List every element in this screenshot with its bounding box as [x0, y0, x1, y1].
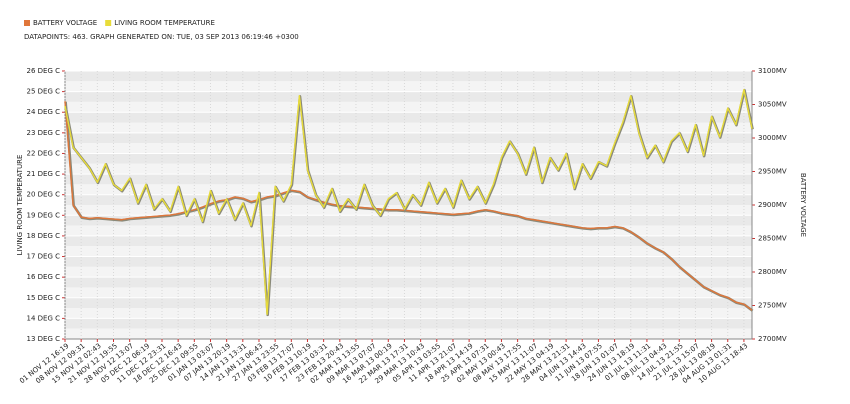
y2-tick-label: 2900MV: [758, 201, 787, 209]
plot-stripe: [65, 235, 752, 247]
y-axis-label: LIVING ROOM TEMPERATURE: [16, 155, 24, 256]
plot-stripe: [65, 266, 752, 278]
plot-stripe: [65, 184, 752, 195]
y2-tick-label: 3000MV: [758, 134, 787, 142]
y2-tick-label: 2950MV: [758, 168, 787, 176]
plot-stripe: [65, 277, 752, 288]
subtitle: DATAPOINTS: 463. GRAPH GENERATED ON: TUE…: [24, 33, 299, 41]
plot-stripe: [65, 132, 752, 144]
plot-stripe: [65, 246, 752, 257]
y-tick-label: 24 DEG C: [27, 108, 61, 116]
y-tick-label: 21 DEG C: [27, 170, 61, 178]
plot-stripe: [65, 308, 752, 319]
plot-stripe: [65, 122, 752, 133]
y-tick-label: 22 DEG C: [27, 149, 61, 157]
plot-stripe: [65, 163, 752, 175]
plot-stripe: [65, 318, 752, 329]
y2-axis-label: BATTERY VOLTAGE: [799, 173, 807, 237]
y2-tick-label: 2700MV: [758, 335, 787, 343]
plot-stripe: [65, 287, 752, 298]
y-tick-label: 16 DEG C: [27, 273, 61, 281]
plot-stripe: [65, 328, 752, 339]
plot-stripe: [65, 91, 752, 102]
legend-label: BATTERY VOLTAGE: [33, 19, 97, 27]
y-tick-label: 13 DEG C: [27, 335, 61, 343]
y-tick-label: 19 DEG C: [27, 211, 61, 219]
y2-tick-label: 2800MV: [758, 268, 787, 276]
plot-stripe: [65, 297, 752, 309]
y-tick-label: 18 DEG C: [27, 232, 61, 240]
legend-swatch: [24, 20, 30, 26]
plot-stripe: [65, 71, 752, 82]
plot-stripe: [65, 174, 752, 185]
y-tick-label: 15 DEG C: [27, 294, 61, 302]
plot-stripe: [65, 215, 752, 226]
legend-swatch: [105, 20, 112, 26]
y-tick-label: 20 DEG C: [27, 191, 61, 199]
plot-stripe: [65, 143, 752, 154]
y2-tick-label: 3050MV: [758, 101, 787, 109]
plot-stripe: [65, 225, 752, 236]
plot-stripe: [65, 194, 752, 205]
y-tick-label: 23 DEG C: [27, 129, 61, 137]
y-tick-label: 17 DEG C: [27, 253, 61, 261]
series-line: [64, 88, 753, 315]
series-line: [64, 101, 753, 311]
y-tick-label: 26 DEG C: [27, 67, 61, 75]
plot-stripe: [65, 81, 752, 92]
plot-stripe: [65, 256, 752, 267]
y2-tick-label: 3100MV: [758, 67, 787, 75]
y2-tick-label: 2750MV: [758, 302, 787, 310]
y2-tick-label: 2850MV: [758, 235, 787, 243]
plot-stripe: [65, 101, 752, 113]
legend-label: LIVING ROOM TEMPERATURE: [114, 19, 215, 27]
plot-stripe: [65, 112, 752, 123]
y-tick-label: 14 DEG C: [27, 314, 61, 322]
y-tick-label: 25 DEG C: [27, 88, 61, 96]
plot-stripe: [65, 153, 752, 164]
